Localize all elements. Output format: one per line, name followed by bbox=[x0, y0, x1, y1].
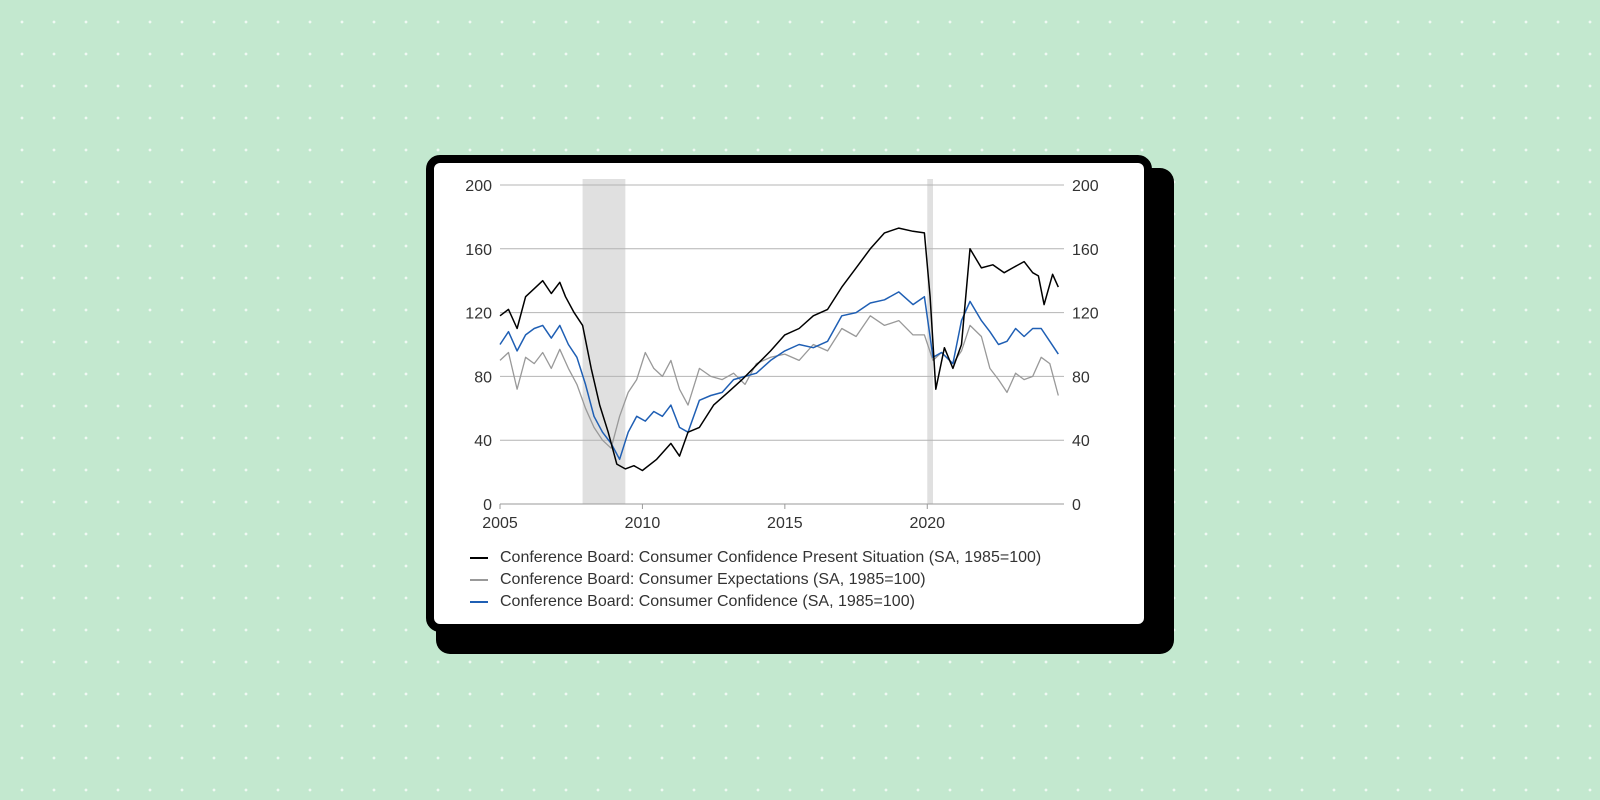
series-lines bbox=[499, 227, 1059, 472]
recession-band bbox=[582, 179, 626, 504]
legend-label: Conference Board: Consumer Confidence (S… bbox=[500, 593, 915, 610]
axis-ticks: 0 0 40 40 80 80 120 120 160 160 200 200 2005 2010 2015… bbox=[465, 178, 1099, 532]
y-tick-label-left: 80 bbox=[474, 369, 492, 386]
y-tick-label-left: 40 bbox=[474, 433, 492, 450]
y-tick-label-left: 160 bbox=[465, 242, 492, 259]
series-line-2 bbox=[499, 291, 1059, 461]
x-tick-label: 2020 bbox=[909, 515, 945, 532]
y-tick-label-right: 200 bbox=[1072, 178, 1099, 195]
line-chart: 0 0 40 40 80 80 120 120 160 160 200 200 2005 2010 2015… bbox=[465, 178, 1099, 532]
x-tick-label: 2015 bbox=[767, 515, 803, 532]
legend-item-confidence: Conference Board: Consumer Confidence (S… bbox=[470, 591, 1041, 613]
legend-label: Conference Board: Consumer Expectations … bbox=[500, 571, 926, 588]
y-tick-label-right: 160 bbox=[1072, 242, 1099, 259]
y-tick-label-right: 120 bbox=[1072, 306, 1099, 323]
legend-swatch bbox=[470, 557, 488, 559]
legend-label: Conference Board: Consumer Confidence Pr… bbox=[500, 549, 1042, 566]
x-tick-label: 2010 bbox=[625, 515, 661, 532]
chart-legend: Conference Board: Consumer Confidence Pr… bbox=[470, 547, 1041, 613]
series-line-0 bbox=[499, 227, 1059, 472]
y-tick-label-right: 40 bbox=[1072, 433, 1090, 450]
chart-card: 0 0 40 40 80 80 120 120 160 160 200 200 2005 2010 2015… bbox=[426, 155, 1152, 632]
gridlines bbox=[500, 184, 1064, 505]
x-tick-label: 2005 bbox=[482, 515, 518, 532]
legend-swatch bbox=[470, 579, 488, 581]
y-tick-label-left: 200 bbox=[465, 178, 492, 195]
legend-item-present-situation: Conference Board: Consumer Confidence Pr… bbox=[470, 547, 1041, 569]
y-tick-label-right: 80 bbox=[1072, 369, 1090, 386]
y-tick-label-right: 0 bbox=[1072, 497, 1081, 514]
series-line-1 bbox=[499, 315, 1059, 449]
legend-swatch bbox=[470, 601, 488, 603]
recession-shading bbox=[582, 179, 933, 504]
y-tick-label-left: 120 bbox=[465, 306, 492, 323]
legend-item-expectations: Conference Board: Consumer Expectations … bbox=[470, 569, 1041, 591]
y-tick-label-left: 0 bbox=[483, 497, 492, 514]
